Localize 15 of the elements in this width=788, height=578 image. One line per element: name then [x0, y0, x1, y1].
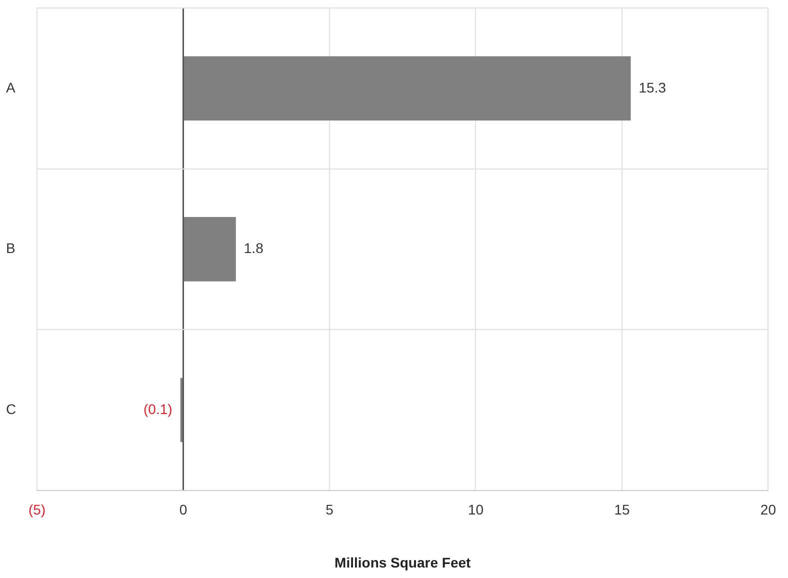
x-tick-label: (5): [28, 502, 46, 518]
data-label: 15.3: [638, 79, 666, 96]
x-tick-label: 0: [179, 502, 188, 518]
bar: [184, 56, 631, 121]
x-tick-label: 20: [760, 502, 776, 518]
x-axis-title: Millions Square Feet: [334, 554, 472, 570]
x-tick-label: 5: [326, 502, 334, 518]
data-label: (0.1): [144, 400, 172, 417]
bar: [184, 217, 236, 282]
x-tick-label: 10: [468, 502, 484, 518]
data-label: 1.8: [244, 240, 264, 256]
y-tick-label: A: [6, 79, 16, 96]
y-tick-label: B: [6, 240, 16, 256]
x-tick-label: 15: [614, 502, 630, 518]
y-tick-label: C: [6, 400, 16, 417]
